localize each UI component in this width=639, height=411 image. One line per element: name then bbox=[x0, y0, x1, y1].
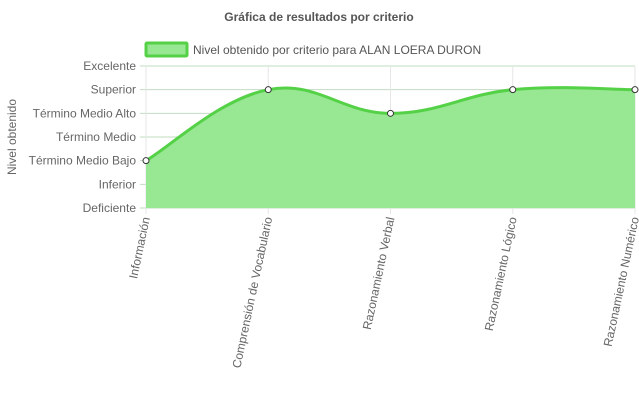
series-area bbox=[146, 87, 635, 208]
y-tick-label: Término Medio Alto bbox=[33, 106, 137, 120]
data-point[interactable] bbox=[142, 157, 150, 165]
y-axis: Deficiente Inferior Término Medio Bajo Térm… bbox=[29, 59, 137, 215]
y-tick-label: Inferior bbox=[99, 177, 136, 191]
x-tick-label: Información bbox=[126, 216, 153, 280]
x-axis: Información Comprensión de Vocabulario Raz… bbox=[126, 215, 639, 369]
legend[interactable]: Nivel obtenido por criterio para ALAN LO… bbox=[144, 41, 481, 58]
x-tick-label: Comprensión de Vocabulario bbox=[229, 215, 275, 369]
x-tick-label: Razonamiento Numérico bbox=[601, 215, 639, 347]
data-points bbox=[142, 86, 639, 165]
y-tick-label: Superior bbox=[91, 83, 136, 97]
legend-label: Nivel obtenido por criterio para ALAN LO… bbox=[193, 43, 481, 57]
chart-title: Gráfica de resultados por criterio bbox=[224, 10, 413, 24]
y-tick-label: Excelente bbox=[83, 59, 136, 73]
y-tick-label: Deficiente bbox=[83, 201, 137, 215]
x-tick-label: Razonamiento Lógico bbox=[482, 215, 520, 332]
data-point[interactable] bbox=[387, 109, 394, 117]
y-axis-title: Nivel obtenido bbox=[5, 99, 19, 175]
data-point[interactable] bbox=[509, 86, 517, 94]
data-point[interactable] bbox=[264, 86, 272, 94]
legend-swatch bbox=[144, 41, 189, 58]
y-tick-label: Término Medio bbox=[56, 130, 136, 144]
y-tick-label: Término Medio Bajo bbox=[29, 154, 137, 168]
data-point[interactable] bbox=[631, 86, 639, 94]
x-tick-label: Razonamiento Verbal bbox=[360, 216, 398, 331]
